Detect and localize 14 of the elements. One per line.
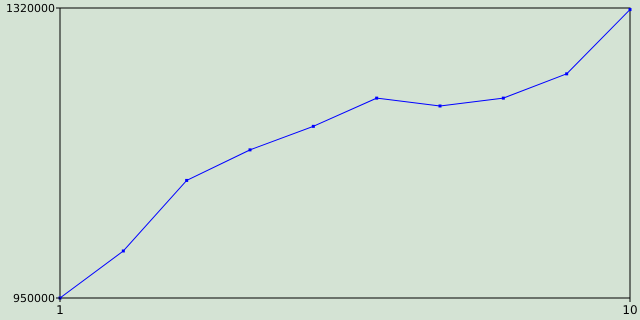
point: [375, 96, 378, 100]
x-tick-label: 10: [622, 303, 638, 317]
point: [185, 178, 188, 182]
point: [628, 8, 632, 12]
point: [122, 249, 125, 252]
y-tick-label: 950000: [13, 292, 55, 305]
y-tick-label: 1320000: [6, 2, 55, 15]
line-series: [58, 8, 632, 300]
point: [312, 124, 315, 128]
point: [438, 104, 442, 108]
x-tick-label: 1: [56, 303, 64, 317]
point: [565, 72, 568, 76]
point: [248, 148, 252, 152]
point: [502, 96, 505, 100]
